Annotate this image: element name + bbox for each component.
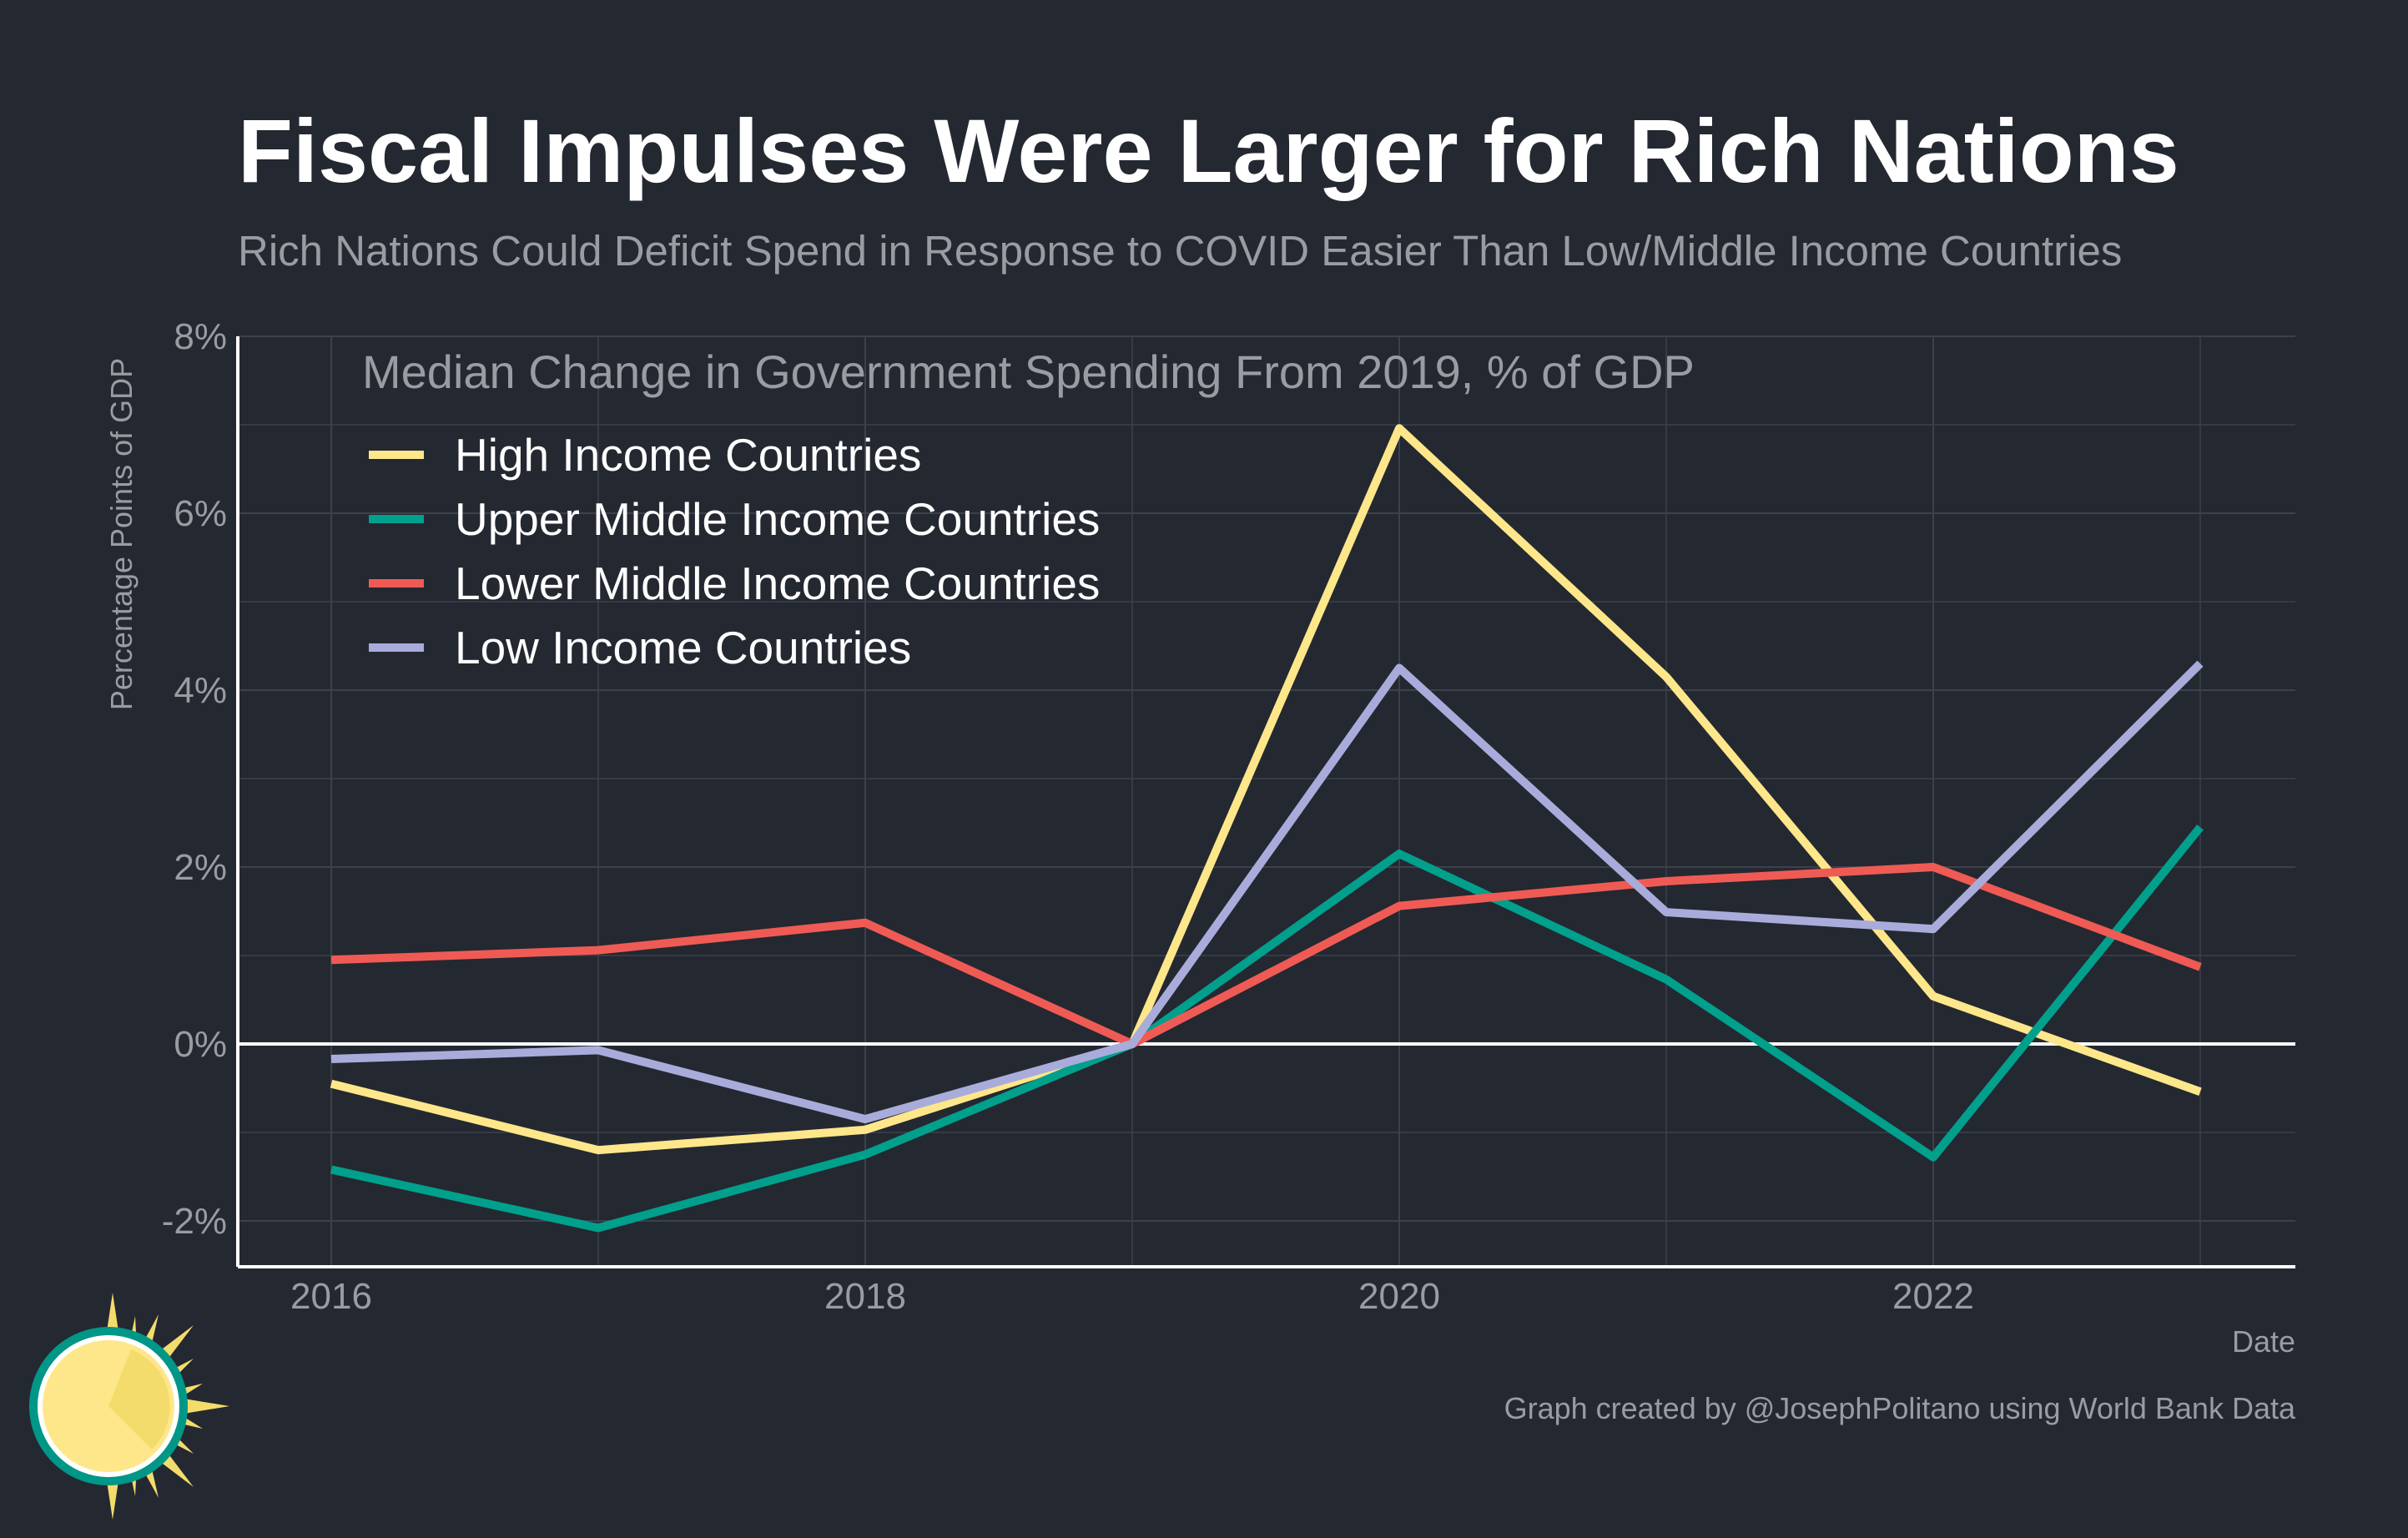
y-tick-label: 0%: [174, 1024, 227, 1065]
y-tick-label: 2%: [174, 847, 227, 888]
x-tick-label: 2022: [1892, 1276, 1974, 1317]
legend-title: Median Change in Government Spending Fro…: [362, 345, 1695, 398]
y-axis-label: Percentage Points of GDP: [104, 358, 139, 710]
series-line: [330, 863, 2202, 1048]
sun-logo-icon: [29, 1293, 229, 1520]
legend-label: High Income Countries: [455, 429, 921, 481]
series-line: [330, 824, 2204, 1233]
series-lines: [330, 424, 2204, 1233]
y-tick-label: -2%: [162, 1201, 227, 1242]
chart-subtitle: Rich Nations Could Deficit Spend in Resp…: [238, 227, 2122, 275]
y-tick-label: 6%: [174, 493, 227, 534]
y-tick-label: 4%: [174, 670, 227, 711]
legend-label: Upper Middle Income Countries: [455, 493, 1100, 545]
axes: -2% 0% 2% 4% 6% 8% 2016 2018 2020 2022: [162, 316, 2295, 1317]
legend-label: Lower Middle Income Countries: [455, 557, 1100, 609]
x-tick-label: 2018: [824, 1276, 906, 1317]
x-tick-label: 2020: [1358, 1276, 1440, 1317]
credit-text: Graph created by @JosephPolitano using W…: [1504, 1391, 2296, 1425]
x-tick-label: 2016: [290, 1276, 372, 1317]
chart-title: Fiscal Impulses Were Larger for Rich Nat…: [238, 100, 2179, 201]
series-line: [330, 660, 2204, 1124]
legend: High Income Countries Upper Middle Income…: [369, 429, 1100, 673]
series-line: [330, 424, 2202, 1155]
legend-label: Low Income Countries: [455, 622, 911, 673]
y-tick-label: 8%: [174, 316, 227, 357]
x-axis-label: Date: [2232, 1324, 2295, 1359]
